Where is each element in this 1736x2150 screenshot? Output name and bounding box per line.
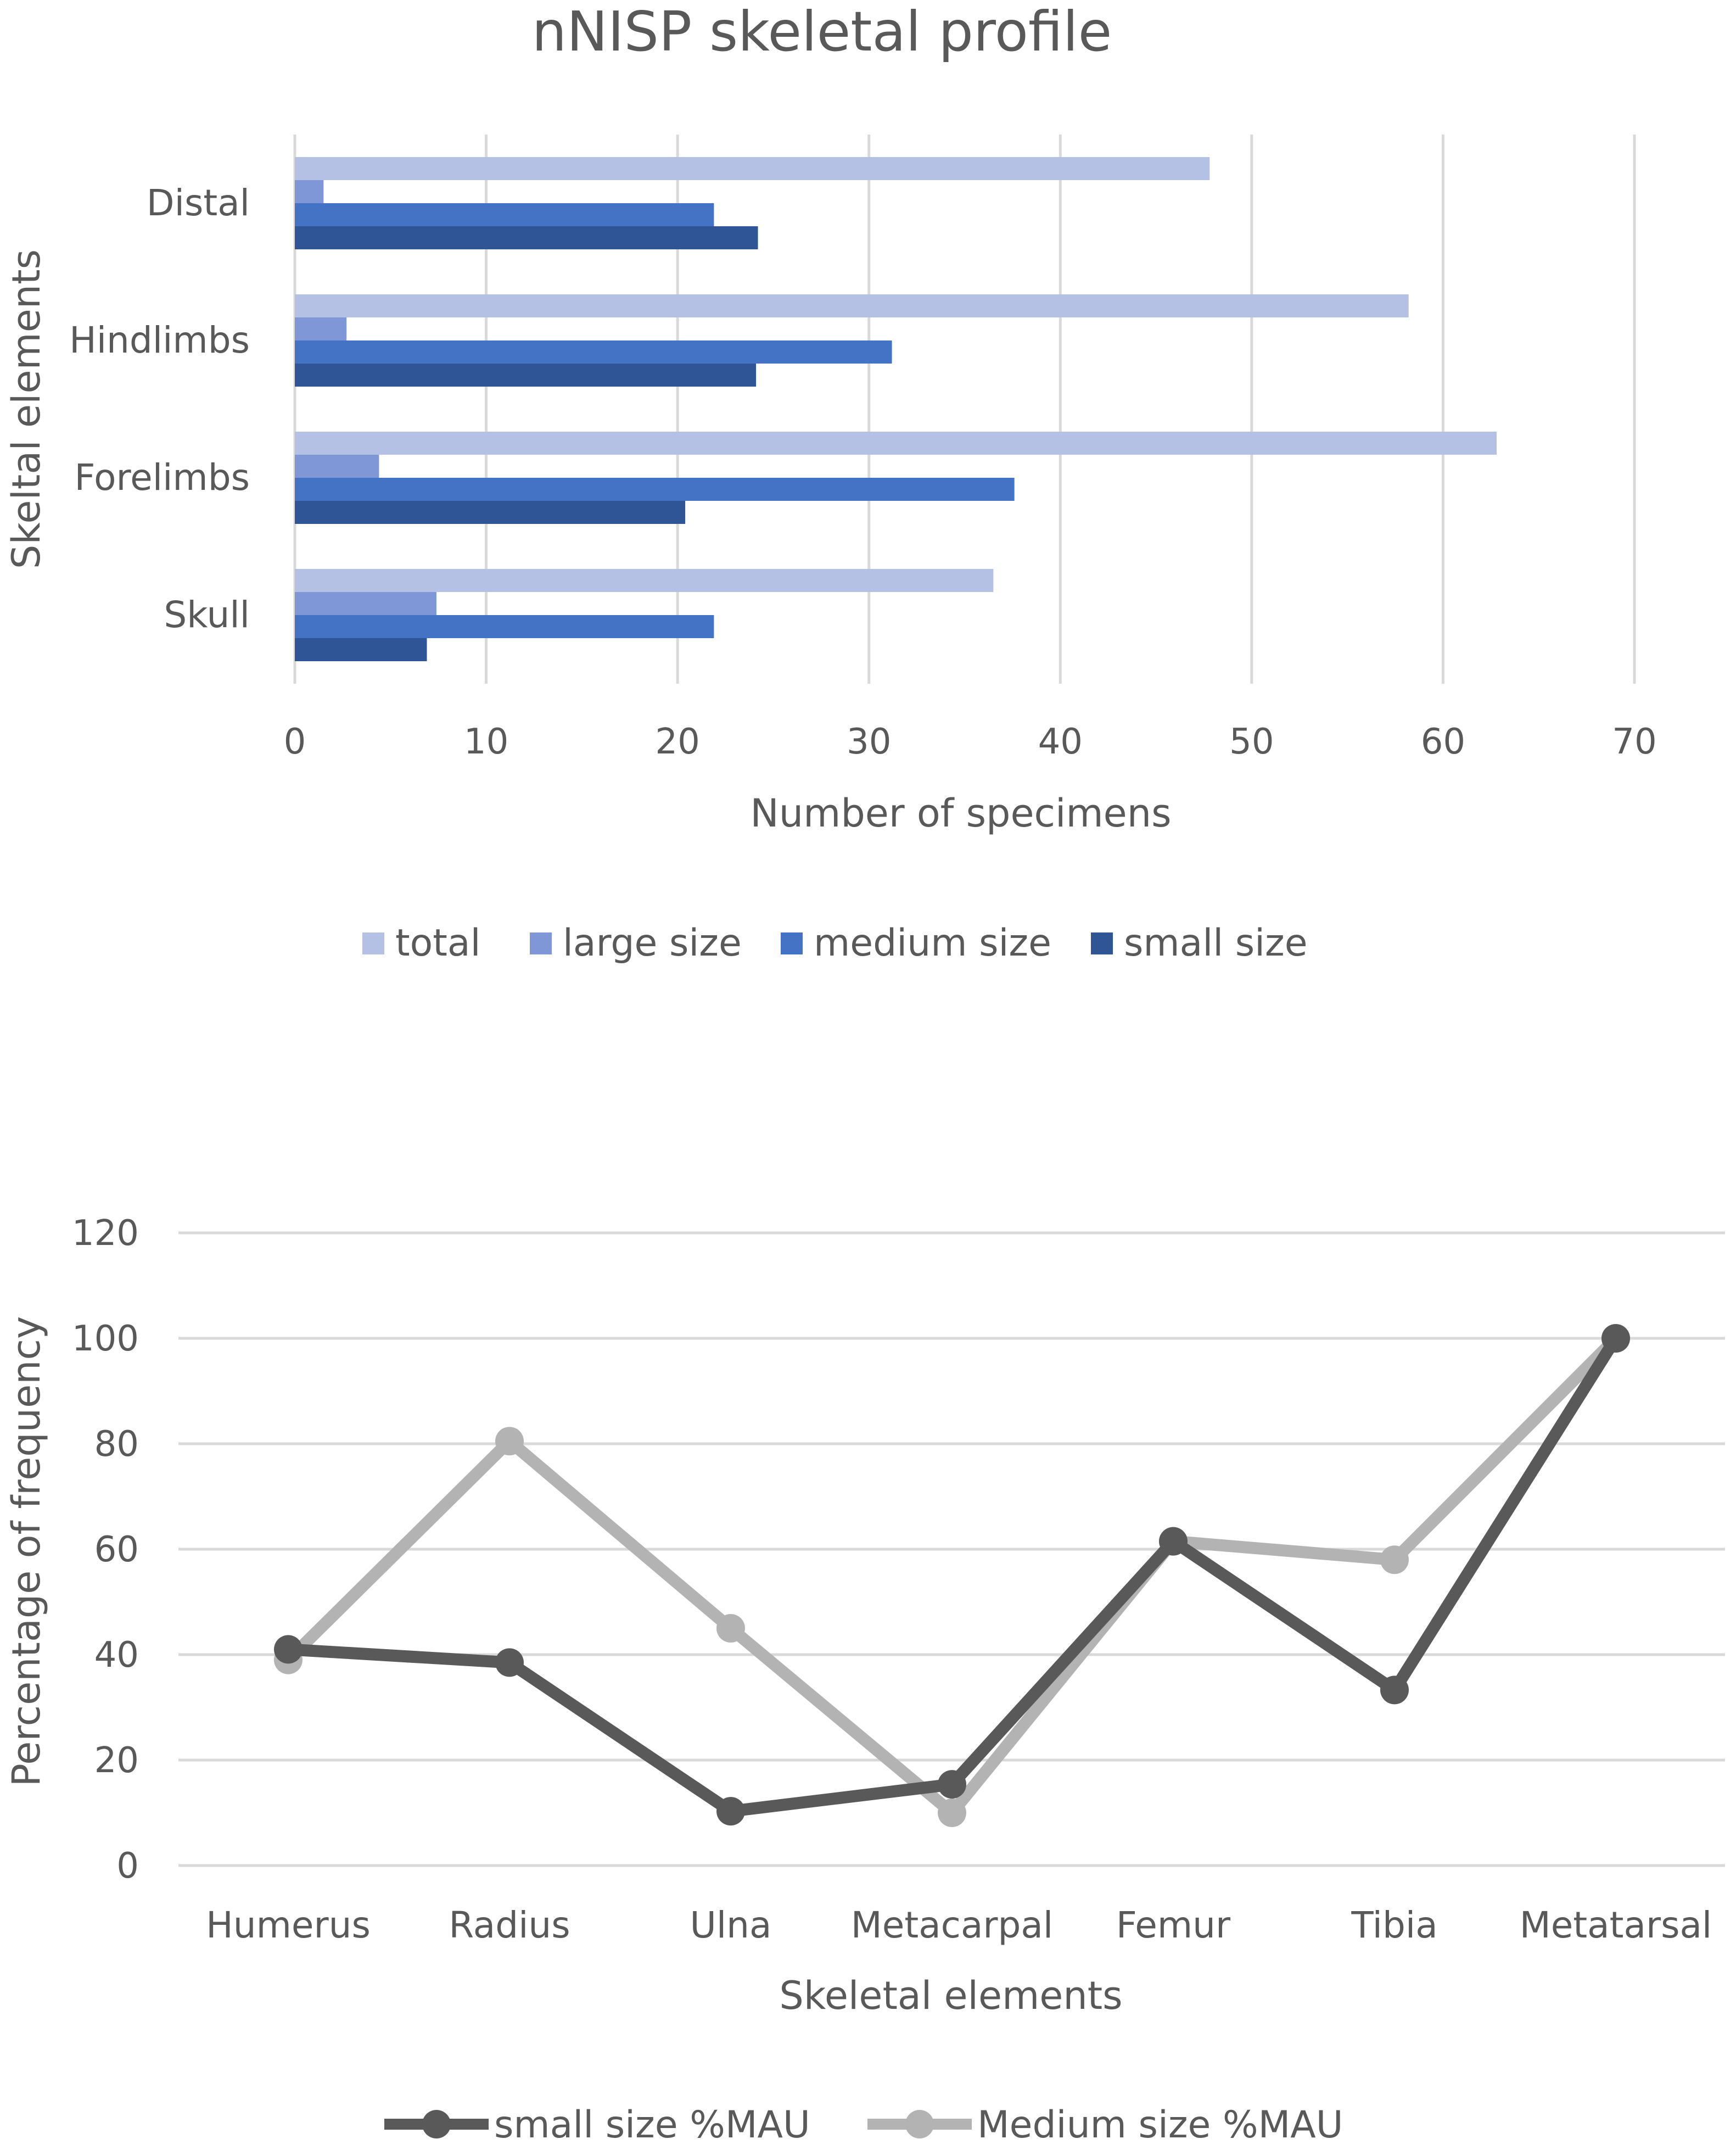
legend-label-medium-size-mau: Medium size %MAU [977,2103,1343,2147]
legend-label-total: total [395,922,481,965]
line-chart-y-tick-label: 20 [94,1740,139,1781]
line-chart-y-ticks: 0 20 40 60 80 100 120 [72,1213,139,1886]
bar-chart-x-tick-label: 60 [1421,722,1465,762]
bar-hindlimbs-total [295,294,1409,317]
legend-label-small-size-mau: small size %MAU [494,2103,810,2147]
line-chart-category-label: Humerus [206,1904,371,1946]
point-small-size-mau-tibia [1380,1676,1409,1705]
line-chart-series [274,1324,1630,1827]
point-medium-size-mau-metacarpal [938,1799,966,1827]
point-small-size-mau-femur [1159,1527,1188,1556]
legend-label-large-size: large size [563,922,742,965]
line-chart-category-label: Tibia [1351,1904,1437,1946]
point-medium-size-mau-tibia [1380,1545,1409,1574]
line-chart-y-tick-label: 80 [94,1424,139,1465]
bar-chart-bars [295,157,1497,661]
bar-chart-title: nNISP skeletal profile [532,0,1112,64]
bar-chart-x-tick-label: 20 [655,722,699,762]
point-small-size-mau-metatarsal [1601,1324,1630,1353]
line-chart-category-label: Ulna [690,1904,772,1946]
line-chart-y-tick-label: 60 [94,1529,139,1570]
series-medium-size-mau [274,1324,1630,1827]
point-small-size-mau-metacarpal [938,1770,966,1799]
line-chart-x-axis-title: Skeletal elements [779,1973,1122,2018]
bar-chart-x-ticks: 0 10 20 30 40 50 60 70 [284,722,1657,762]
legend-swatch-large-size [530,932,552,954]
bar-chart-y-axis-title: Skeltal elements [4,249,49,569]
line-chart-y-tick-label: 0 [116,1846,139,1886]
line-chart-y-axis-title: Percentage of frequency [4,1316,49,1787]
line-chart-y-tick-label: 120 [72,1213,139,1254]
bar-skull-large-size [295,592,436,615]
legend-swatch-total [362,932,384,954]
bar-chart-x-tick-label: 30 [847,722,891,762]
legend-marker-medium-size-mau [905,2110,934,2138]
bar-forelimbs-small-size [295,501,686,524]
line-chart-y-tick-label: 100 [72,1319,139,1359]
bar-chart-x-axis-title: Number of specimens [750,791,1171,836]
bar-distal-small-size [295,226,758,249]
line-chart: 0 20 40 60 80 100 120 Humerus Radius Ulna Metacar… [4,1213,1725,2147]
bar-chart-x-tick-label: 10 [464,722,508,762]
legend-swatch-medium-size [781,932,803,954]
line-chart-category-label: Femur [1116,1904,1231,1946]
line-chart-legend: small size %MAU Medium size %MAU [384,2103,1343,2147]
line-chart-y-tick-label: 40 [94,1635,139,1676]
bar-chart-category-label: Forelimbs [74,456,250,499]
point-medium-size-mau-ulna [716,1614,745,1643]
point-small-size-mau-humerus [274,1635,303,1664]
bar-chart-x-tick-label: 0 [284,722,306,762]
bar-forelimbs-medium-size [295,478,1015,501]
bar-distal-large-size [295,180,324,203]
line-small-size-mau [288,1335,1621,1818]
bar-chart: nNISP skeletal profile 0 10 20 30 40 50 60 70 S… [4,0,1657,965]
bar-skull-medium-size [295,615,714,638]
line-chart-category-label: Metacarpal [851,1904,1053,1946]
bar-skull-small-size [295,638,427,661]
bar-hindlimbs-large-size [295,317,347,340]
legend-marker-small-size-mau [422,2110,451,2138]
bar-hindlimbs-small-size [295,364,757,387]
bar-chart-category-labels: Skull Forelimbs Hindlimbs Distal [69,182,250,636]
bar-chart-x-tick-label: 40 [1038,722,1083,762]
point-medium-size-mau-radius [495,1427,524,1456]
point-small-size-mau-radius [495,1648,524,1677]
bar-distal-medium-size [295,203,714,226]
line-medium-size-mau [284,1334,1620,1819]
bar-forelimbs-large-size [295,455,379,478]
line-chart-category-labels: Humerus Radius Ulna Metacarpal Femur Tibia Met… [206,1904,1712,1946]
legend-swatch-small-size [1091,932,1113,954]
bar-chart-x-tick-label: 50 [1229,722,1274,762]
bar-forelimbs-total [295,432,1497,455]
line-chart-category-label: Radius [449,1904,570,1946]
bar-skull-total [295,569,994,592]
bar-chart-category-label: Hindlimbs [69,319,250,361]
legend-label-small-size: small size [1124,922,1308,965]
legend-label-medium-size: medium size [814,922,1051,965]
bar-hindlimbs-medium-size [295,340,892,364]
bar-chart-category-label: Distal [147,182,250,224]
bar-chart-x-tick-label: 70 [1612,722,1656,762]
series-small-size-mau [274,1324,1630,1826]
bar-chart-category-label: Skull [164,594,250,636]
point-small-size-mau-ulna [716,1797,745,1826]
line-chart-category-label: Metatarsal [1520,1904,1712,1946]
bar-distal-total [295,157,1210,180]
bar-chart-legend: total large size medium size small size [362,922,1308,965]
